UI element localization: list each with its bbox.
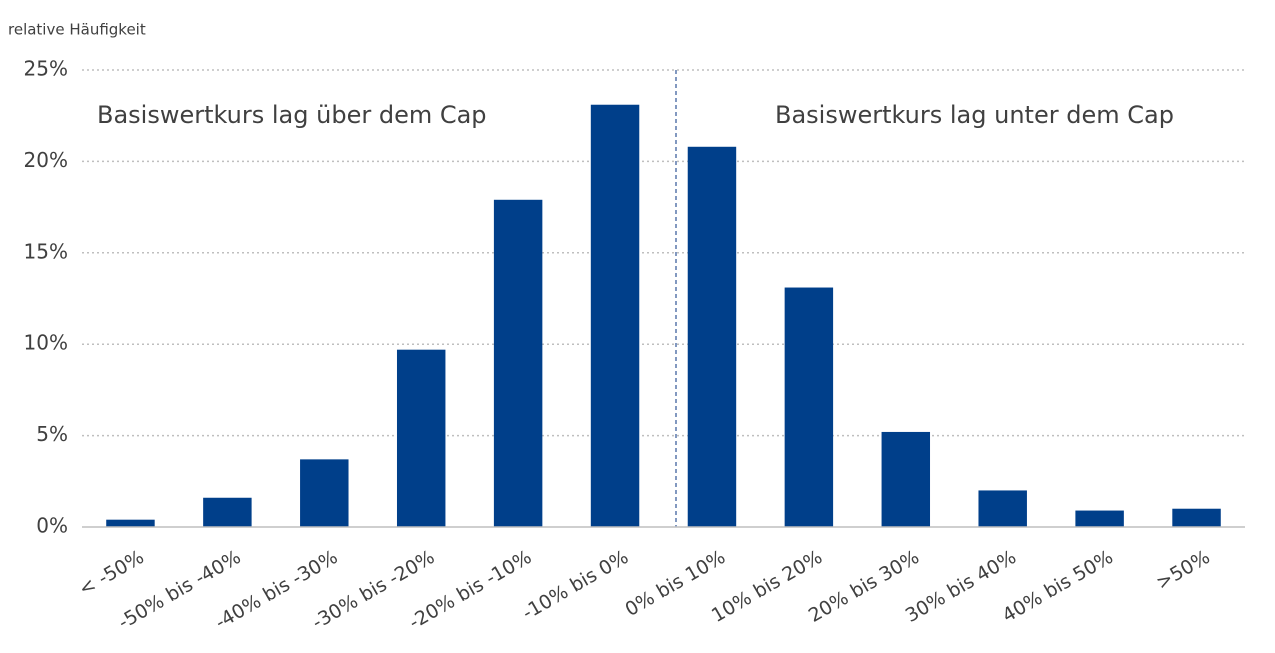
annotation: Basiswertkurs lag unter dem Cap: [775, 101, 1174, 129]
bar: [784, 287, 834, 527]
x-tick-label: 40% bis 50%: [999, 546, 1117, 627]
bar: [590, 104, 640, 528]
y-tick-label: 5%: [36, 422, 68, 446]
bar: [687, 146, 737, 527]
x-tick-label: >50%: [1152, 546, 1213, 594]
bar: [106, 519, 155, 527]
bar: [203, 497, 252, 527]
annotation: Basiswertkurs lag über dem Cap: [97, 101, 487, 129]
bar: [1075, 510, 1124, 527]
y-tick-label: 10%: [24, 331, 68, 355]
bar: [1172, 508, 1221, 527]
y-axis-label: relative Häufigkeit: [8, 21, 146, 39]
y-tick-label: 15%: [24, 239, 68, 263]
y-tick-label: 20%: [24, 148, 68, 172]
y-tick-label: 25%: [24, 57, 68, 81]
bar: [396, 349, 446, 527]
bar: [493, 199, 543, 527]
bar: [881, 431, 931, 527]
x-tick-label: -10% bis 0%: [519, 546, 633, 624]
x-tick-label: < -50%: [75, 546, 148, 601]
bar: [978, 490, 1027, 527]
bar: [300, 459, 349, 527]
y-tick-label: 0%: [36, 514, 68, 538]
